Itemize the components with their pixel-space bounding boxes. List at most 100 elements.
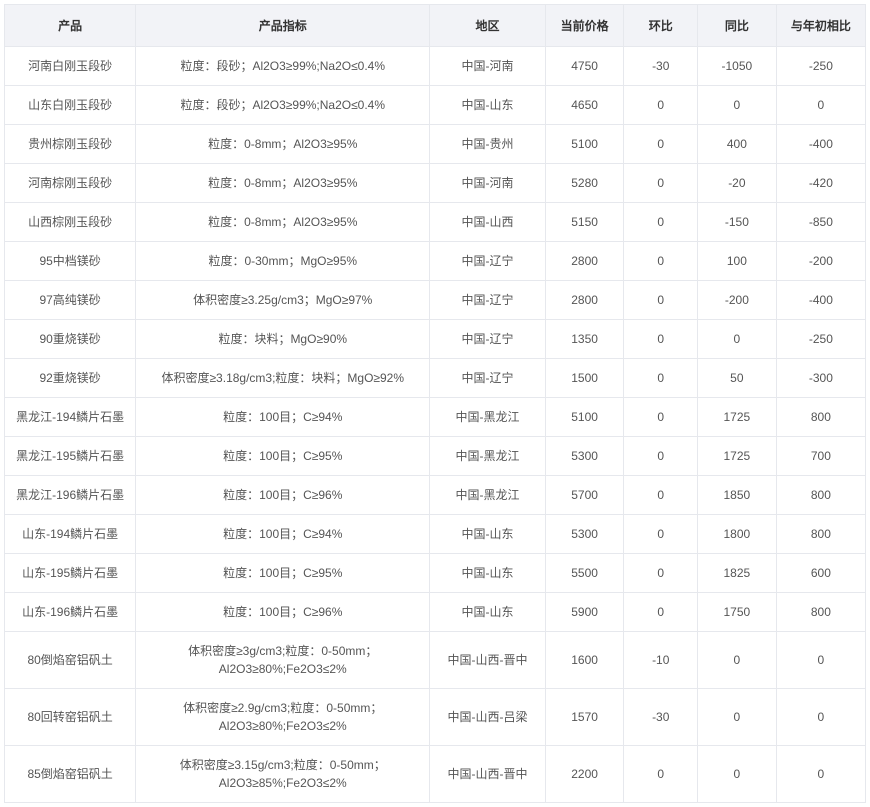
table-row: 贵州棕刚玉段砂粒度：0-8mm；Al2O3≥95%中国-贵州51000400-4… [5, 125, 866, 164]
cell-yoy: 0 [697, 746, 776, 803]
cell-ytd: -250 [776, 320, 865, 359]
cell-yoy: 50 [697, 359, 776, 398]
cell-price: 4750 [545, 47, 624, 86]
table-row: 97高纯镁砂体积密度≥3.25g/cm3；MgO≥97%中国-辽宁28000-2… [5, 281, 866, 320]
cell-ytd: -400 [776, 281, 865, 320]
cell-product: 河南白刚玉段砂 [5, 47, 136, 86]
cell-yoy: 0 [697, 689, 776, 746]
cell-mom: 0 [624, 515, 698, 554]
column-header-ytd: 与年初相比 [776, 5, 865, 47]
table-row: 85倒焰窑铝矾土体积密度≥3.15g/cm3;粒度：0-50mm；Al2O3≥8… [5, 746, 866, 803]
cell-region: 中国-河南 [430, 164, 545, 203]
cell-yoy: 0 [697, 86, 776, 125]
cell-ytd: 600 [776, 554, 865, 593]
cell-region: 中国-山西 [430, 203, 545, 242]
table-row: 95中档镁砂粒度：0-30mm；MgO≥95%中国-辽宁28000100-200 [5, 242, 866, 281]
cell-ytd: 0 [776, 632, 865, 689]
column-header-product: 产品 [5, 5, 136, 47]
cell-price: 1570 [545, 689, 624, 746]
cell-ytd: 0 [776, 746, 865, 803]
cell-spec: 粒度：0-8mm；Al2O3≥95% [136, 203, 430, 242]
cell-mom: 0 [624, 281, 698, 320]
cell-price: 5280 [545, 164, 624, 203]
cell-ytd: -850 [776, 203, 865, 242]
cell-product: 80回转窑铝矾土 [5, 689, 136, 746]
cell-product: 92重烧镁砂 [5, 359, 136, 398]
cell-region: 中国-辽宁 [430, 281, 545, 320]
cell-price: 1600 [545, 632, 624, 689]
table-row: 黑龙江-196鳞片石墨粒度：100目；C≥96%中国-黑龙江5700018508… [5, 476, 866, 515]
cell-mom: 0 [624, 164, 698, 203]
cell-product: 山东-196鳞片石墨 [5, 593, 136, 632]
cell-yoy: 1850 [697, 476, 776, 515]
cell-price: 5900 [545, 593, 624, 632]
cell-price: 1350 [545, 320, 624, 359]
cell-ytd: -300 [776, 359, 865, 398]
cell-spec: 体积密度≥2.9g/cm3;粒度：0-50mm；Al2O3≥80%;Fe2O3≤… [136, 689, 430, 746]
cell-mom: 0 [624, 320, 698, 359]
table-row: 山东-196鳞片石墨粒度：100目；C≥96%中国-山东590001750800 [5, 593, 866, 632]
cell-yoy: 1725 [697, 398, 776, 437]
cell-product: 95中档镁砂 [5, 242, 136, 281]
column-header-yoy: 同比 [697, 5, 776, 47]
cell-spec: 粒度：0-8mm；Al2O3≥95% [136, 164, 430, 203]
cell-product: 黑龙江-196鳞片石墨 [5, 476, 136, 515]
cell-yoy: -1050 [697, 47, 776, 86]
table-row: 黑龙江-194鳞片石墨粒度：100目；C≥94%中国-黑龙江5100017258… [5, 398, 866, 437]
cell-yoy: 1725 [697, 437, 776, 476]
cell-spec: 粒度：100目；C≥94% [136, 515, 430, 554]
table-row: 山西棕刚玉段砂粒度：0-8mm；Al2O3≥95%中国-山西51500-150-… [5, 203, 866, 242]
table-row: 92重烧镁砂体积密度≥3.18g/cm3;粒度：块料；MgO≥92%中国-辽宁1… [5, 359, 866, 398]
table-row: 80倒焰窑铝矾土体积密度≥3g/cm3;粒度：0-50mm；Al2O3≥80%;… [5, 632, 866, 689]
table-row: 80回转窑铝矾土体积密度≥2.9g/cm3;粒度：0-50mm；Al2O3≥80… [5, 689, 866, 746]
cell-product: 河南棕刚玉段砂 [5, 164, 136, 203]
cell-price: 4650 [545, 86, 624, 125]
cell-price: 5500 [545, 554, 624, 593]
cell-ytd: 800 [776, 515, 865, 554]
cell-price: 5100 [545, 125, 624, 164]
cell-spec: 粒度：0-30mm；MgO≥95% [136, 242, 430, 281]
cell-yoy: 100 [697, 242, 776, 281]
cell-spec: 粒度：100目；C≥95% [136, 554, 430, 593]
cell-region: 中国-河南 [430, 47, 545, 86]
cell-spec: 体积密度≥3.15g/cm3;粒度：0-50mm；Al2O3≥85%;Fe2O3… [136, 746, 430, 803]
cell-price: 5100 [545, 398, 624, 437]
cell-price: 5700 [545, 476, 624, 515]
table-row: 山东-194鳞片石墨粒度：100目；C≥94%中国-山东530001800800 [5, 515, 866, 554]
cell-price: 5300 [545, 437, 624, 476]
cell-mom: 0 [624, 746, 698, 803]
cell-spec: 粒度：块料；MgO≥90% [136, 320, 430, 359]
cell-yoy: 0 [697, 320, 776, 359]
cell-mom: -30 [624, 47, 698, 86]
cell-product: 90重烧镁砂 [5, 320, 136, 359]
cell-ytd: 800 [776, 398, 865, 437]
cell-region: 中国-山东 [430, 554, 545, 593]
cell-spec: 体积密度≥3.18g/cm3;粒度：块料；MgO≥92% [136, 359, 430, 398]
header-row: 产品产品指标地区当前价格环比同比与年初相比 [5, 5, 866, 47]
cell-mom: 0 [624, 242, 698, 281]
cell-ytd: -400 [776, 125, 865, 164]
table-header: 产品产品指标地区当前价格环比同比与年初相比 [5, 5, 866, 47]
cell-ytd: 700 [776, 437, 865, 476]
cell-ytd: 0 [776, 689, 865, 746]
cell-price: 2800 [545, 281, 624, 320]
cell-mom: -10 [624, 632, 698, 689]
cell-region: 中国-贵州 [430, 125, 545, 164]
cell-ytd: -200 [776, 242, 865, 281]
cell-product: 85倒焰窑铝矾土 [5, 746, 136, 803]
cell-region: 中国-黑龙江 [430, 398, 545, 437]
cell-ytd: 800 [776, 476, 865, 515]
column-header-spec: 产品指标 [136, 5, 430, 47]
cell-mom: 0 [624, 437, 698, 476]
table-row: 黑龙江-195鳞片石墨粒度：100目；C≥95%中国-黑龙江5300017257… [5, 437, 866, 476]
cell-yoy: -200 [697, 281, 776, 320]
cell-region: 中国-山西-晋中 [430, 632, 545, 689]
cell-region: 中国-山西-吕梁 [430, 689, 545, 746]
cell-region: 中国-辽宁 [430, 242, 545, 281]
cell-ytd: 0 [776, 86, 865, 125]
cell-price: 2200 [545, 746, 624, 803]
price-table: 产品产品指标地区当前价格环比同比与年初相比 河南白刚玉段砂粒度：段砂；Al2O3… [4, 4, 866, 803]
cell-product: 山东-194鳞片石墨 [5, 515, 136, 554]
cell-yoy: 400 [697, 125, 776, 164]
table-row: 90重烧镁砂粒度：块料；MgO≥90%中国-辽宁135000-250 [5, 320, 866, 359]
